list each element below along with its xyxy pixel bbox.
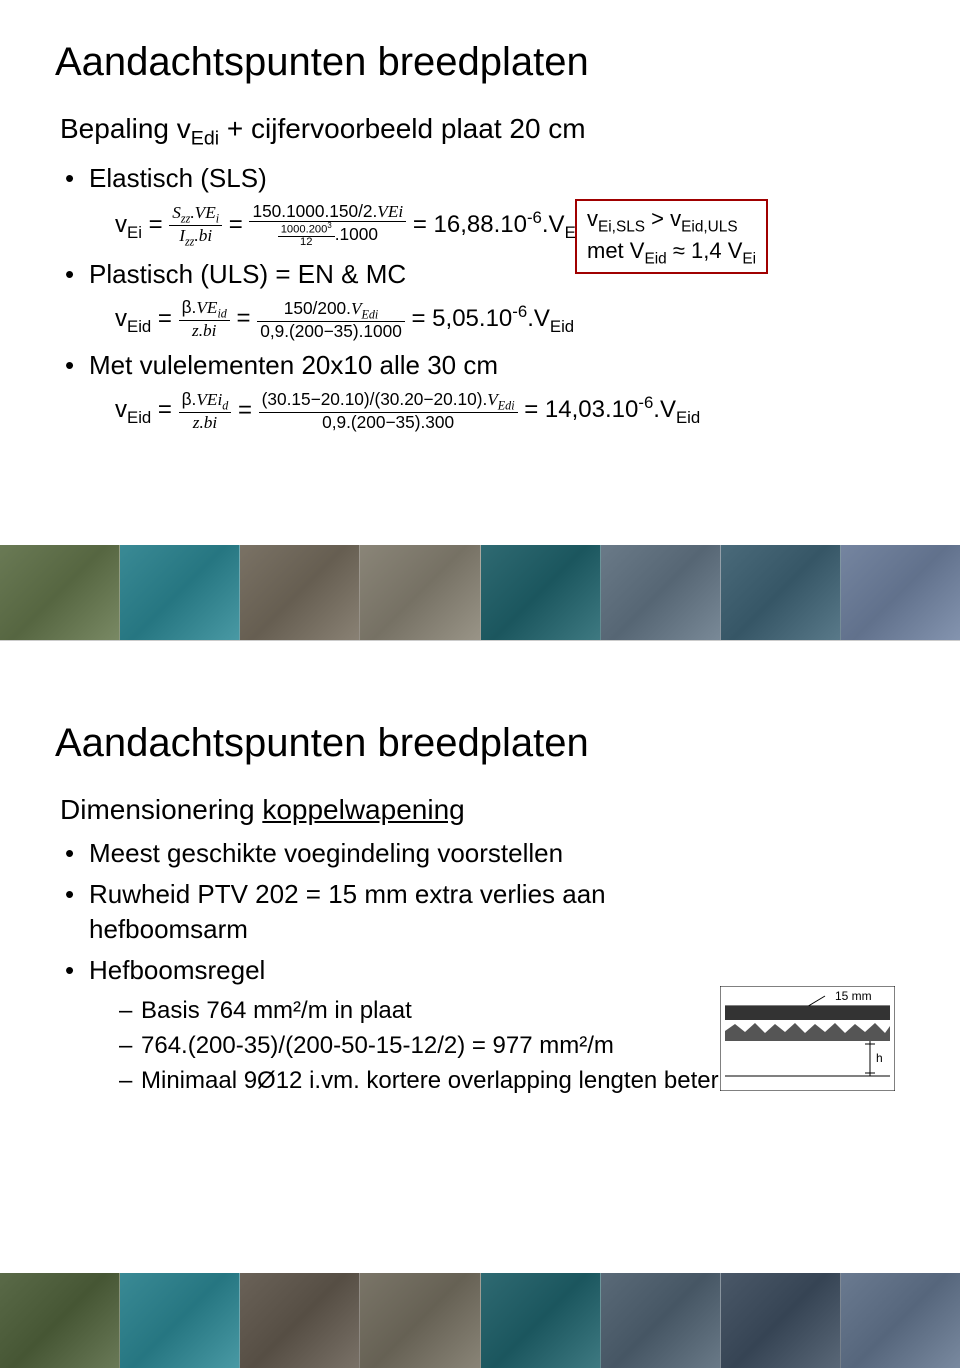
photo-thumb bbox=[240, 545, 360, 640]
bullet-elastisch: Elastisch (SLS) bbox=[65, 161, 905, 196]
photo-thumb bbox=[601, 545, 721, 640]
photo-thumb bbox=[360, 545, 480, 640]
bullet-vulelementen: Met vulelementen 20x10 alle 30 cm bbox=[65, 348, 905, 383]
photo-thumb bbox=[120, 1273, 240, 1368]
note-box: vEi,SLS > vEid,ULS met VEid ≈ 1,4 VEi bbox=[575, 199, 768, 274]
photo-thumb bbox=[481, 545, 601, 640]
cross-section-diagram: 15 mm h bbox=[720, 986, 895, 1091]
svg-text:15 mm: 15 mm bbox=[835, 989, 872, 1003]
photo-strip bbox=[0, 545, 960, 640]
photo-thumb bbox=[240, 1273, 360, 1368]
bullet-list: Elastisch (SLS) bbox=[55, 161, 905, 196]
photo-thumb bbox=[0, 1273, 120, 1368]
slide-subtitle: Dimensionering koppelwapening bbox=[55, 794, 905, 826]
photo-thumb bbox=[481, 1273, 601, 1368]
page-number: 29 bbox=[915, 517, 935, 538]
photo-thumb bbox=[721, 545, 841, 640]
bullet-ruwheid: Ruwheid PTV 202 = 15 mm extra verlies aa… bbox=[65, 877, 905, 947]
page-number: 30 bbox=[915, 1245, 935, 1266]
photo-thumb bbox=[0, 545, 120, 640]
slide-subtitle: Bepaling vEdi + cijfervoorbeeld plaat 20… bbox=[55, 113, 905, 151]
formula-elastisch: vEi = Szz.VEiIzz.bi = 150.1000.150/2.VEi… bbox=[55, 202, 905, 249]
photo-thumb bbox=[841, 545, 960, 640]
formula-vulelementen: vEid = β.VEidz.bi = (30.15−20.10)/(30.20… bbox=[55, 390, 905, 432]
bullet-plastisch: Plastisch (ULS) = EN & MC bbox=[65, 257, 905, 292]
photo-strip bbox=[0, 1273, 960, 1368]
photo-thumb bbox=[841, 1273, 960, 1368]
slide-title: Aandachtspunten breedplaten bbox=[55, 721, 905, 766]
bullet-list: Plastisch (ULS) = EN & MC bbox=[55, 257, 905, 292]
photo-thumb bbox=[601, 1273, 721, 1368]
photo-thumb bbox=[721, 1273, 841, 1368]
slide-title: Aandachtspunten breedplaten bbox=[55, 40, 905, 85]
photo-thumb bbox=[120, 545, 240, 640]
bullet-list: Met vulelementen 20x10 alle 30 cm bbox=[55, 348, 905, 383]
bullet-voegindeling: Meest geschikte voegindeling voorstellen bbox=[65, 836, 905, 871]
photo-thumb bbox=[360, 1273, 480, 1368]
svg-text:h: h bbox=[876, 1051, 883, 1065]
formula-plastisch: vEid = β.VEidz.bi = 150/200.VEdi0,9.(200… bbox=[55, 298, 905, 340]
slide-30: Aandachtspunten breedplaten Dimensioneri… bbox=[0, 641, 960, 1368]
slide-29: Aandachtspunten breedplaten Bepaling vEd… bbox=[0, 0, 960, 640]
